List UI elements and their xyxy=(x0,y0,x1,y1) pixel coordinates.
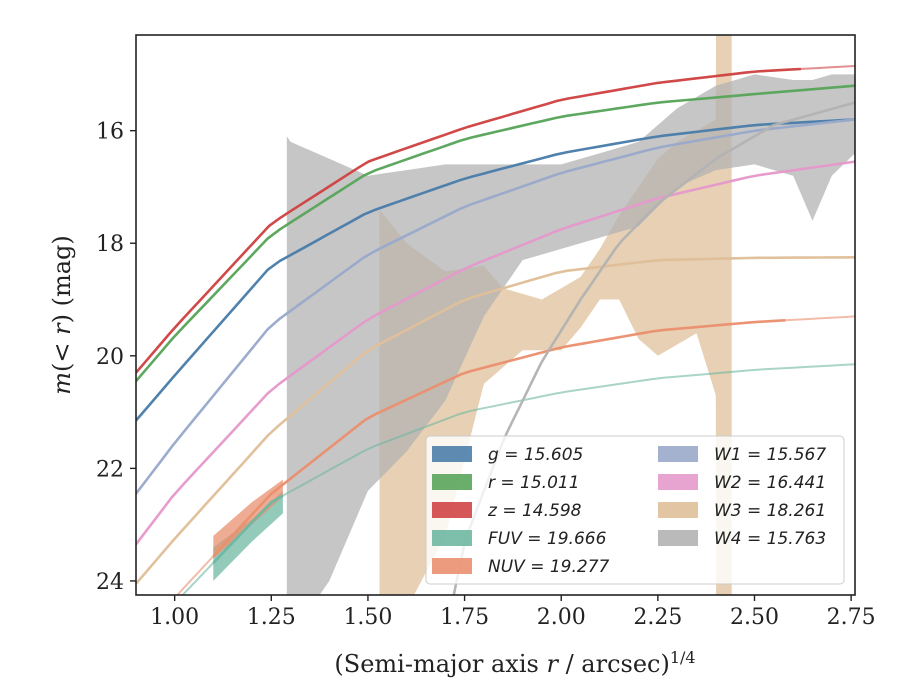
x-tick-label: 1.75 xyxy=(440,605,489,630)
legend-swatch-z xyxy=(432,502,472,518)
legend-label-g: g = 15.605 xyxy=(488,445,583,465)
legend-swatch-r xyxy=(432,474,472,490)
legend-label-r: r = 15.011 xyxy=(488,473,580,493)
legend-label-nuv: NUV = 19.277 xyxy=(488,557,610,577)
band-w3 xyxy=(379,35,732,595)
legend-swatch-w2 xyxy=(658,474,698,490)
band-fuv xyxy=(213,490,283,581)
legend-swatch-w3 xyxy=(658,502,698,518)
x-tick-label: 2.00 xyxy=(537,605,586,630)
legend-swatch-nuv xyxy=(432,558,472,574)
fit-segment-w4 xyxy=(452,101,855,595)
fit-segment-r xyxy=(136,84,855,382)
legend-swatch-w4 xyxy=(658,530,698,546)
y-tick-label: 20 xyxy=(96,345,124,370)
fit-segment-w1 xyxy=(136,118,855,495)
legend-swatch-w1 xyxy=(658,446,698,462)
fit-segment-g xyxy=(136,118,855,422)
x-tick-label: 2.25 xyxy=(633,605,682,630)
y-tick-label: 18 xyxy=(96,232,124,257)
fit-segments xyxy=(136,67,855,595)
x-tick-label: 1.50 xyxy=(343,605,392,630)
fit-segment-fuv xyxy=(212,494,284,564)
x-axis-label: (Semi-major axis r / arcsec)1/4 xyxy=(334,648,695,679)
x-tick-label: 1.00 xyxy=(150,605,199,630)
x-tick-label: 2.50 xyxy=(730,605,779,630)
plot-area xyxy=(136,35,855,595)
fit-segment-z xyxy=(136,67,801,374)
legend-label-w1: W1 = 15.567 xyxy=(714,445,826,465)
y-tick-label: 22 xyxy=(96,457,124,482)
legend-label-w2: W2 = 16.441 xyxy=(714,473,826,493)
fit-segment-w2 xyxy=(136,160,855,546)
legend: g = 15.605 r = 15.011 z = 14.598 FUV = 19.6… xyxy=(425,435,845,585)
y-axis-ticks: 16 18 20 22 24 xyxy=(96,120,136,595)
fit-segment-nuv xyxy=(212,319,786,558)
y-tick-label: 16 xyxy=(96,120,124,145)
band-w4 xyxy=(286,74,855,595)
y-tick-label: 24 xyxy=(96,570,124,595)
legend-label-fuv: FUV = 19.666 xyxy=(488,529,607,549)
legend-swatch-g xyxy=(432,446,472,462)
legend-swatch-fuv xyxy=(432,530,472,546)
x-tick-label: 1.25 xyxy=(247,605,296,630)
x-axis-ticks: 1.00 1.25 1.50 1.75 2.00 2.25 2.50 2.75 xyxy=(150,595,876,630)
legend-label-w4: W4 = 15.763 xyxy=(714,529,826,549)
fit-segment-w3 xyxy=(136,256,855,585)
y-axis-label: m(< r) (mag) xyxy=(48,235,76,395)
legend-label-w3: W3 = 18.261 xyxy=(714,501,826,521)
plot-frame xyxy=(135,34,856,596)
legend-frame xyxy=(425,435,845,585)
legend-label-z: z = 14.598 xyxy=(487,501,582,521)
x-tick-label: 2.75 xyxy=(827,605,876,630)
